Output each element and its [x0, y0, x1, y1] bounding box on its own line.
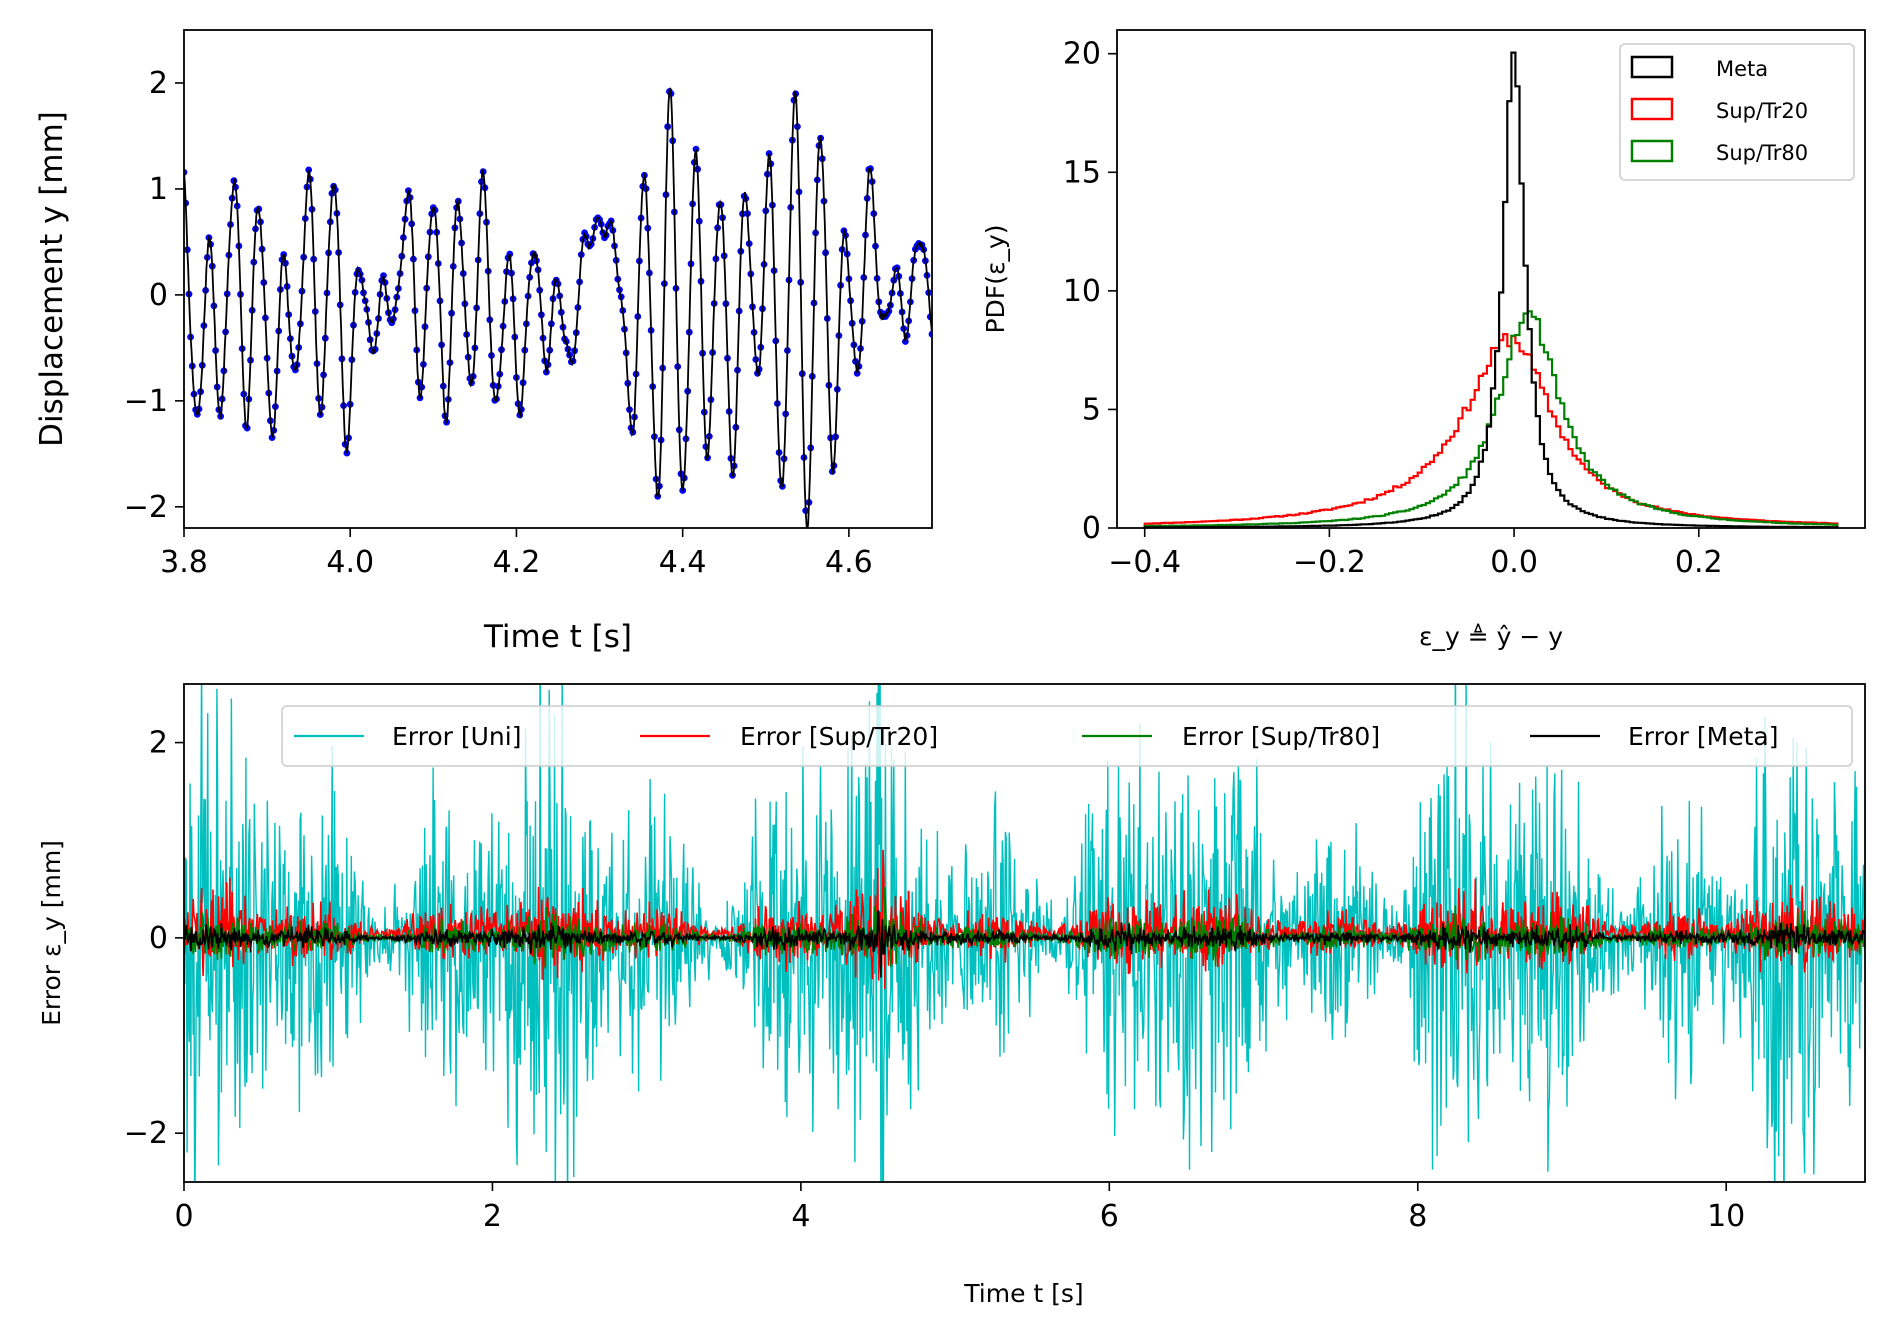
pdf-x-tick-label: −0.2	[1293, 545, 1366, 580]
error-line-meta	[184, 909, 1865, 978]
pdf-panel: −0.4 −0.2 0.0 0.2 0 5 10 15 20 ε_y ≜ ŷ − y PDF(…	[981, 29, 1866, 651]
error-x-tick-label: 0	[174, 1199, 193, 1234]
pdf-histogram-meta	[1143, 51, 1839, 528]
error-y-tick-label: −2	[124, 1116, 168, 1151]
error-line-uni	[184, 684, 1865, 1182]
pdf-legend-label-meta: Meta	[1716, 57, 1768, 81]
pdf-axes-frame	[1116, 29, 1866, 529]
displacement-y-ticks: −2 −1 0 1 2	[124, 66, 184, 525]
prediction-line	[184, 87, 932, 528]
displacement-x-label: Time t [s]	[483, 619, 632, 655]
pdf-legend-swatch-sup-tr80	[1630, 139, 1674, 163]
displacement-y-tick-label: 2	[149, 66, 168, 101]
error-panel: 0 2 4 6 8 10 −2 0 2 Time t [s] Error ε_y [mm] E…	[37, 683, 1866, 1308]
displacement-panel: 3.8 4.0 4.2 4.4 4.6 −2 −1 0 1 2 Time t [s] Displ…	[34, 29, 933, 655]
displacement-y-tick-label: −1	[124, 384, 168, 419]
displacement-x-tick-label: 4.0	[326, 545, 374, 580]
error-x-ticks: 0 2 4 6 8 10	[174, 1182, 1745, 1234]
error-x-label: Time t [s]	[963, 1279, 1083, 1308]
pdf-y-tick-label: 15	[1063, 155, 1101, 190]
pdf-y-tick-label: 10	[1063, 274, 1101, 309]
error-axes-frame	[183, 683, 1866, 1183]
pdf-y-tick-label: 20	[1063, 37, 1101, 72]
pdf-y-tick-label: 0	[1082, 511, 1101, 546]
displacement-axes-frame	[183, 29, 933, 529]
pdf-histogram-sup-tr20	[1143, 333, 1839, 528]
pdf-legend-label-sup-tr20: Sup/Tr20	[1716, 99, 1808, 123]
pdf-legend-box	[1619, 43, 1855, 181]
error-x-tick-label: 4	[791, 1199, 810, 1234]
error-x-tick-label: 6	[1100, 1199, 1119, 1234]
pdf-legend: Meta Sup/Tr20 Sup/Tr80	[1619, 43, 1855, 181]
displacement-plot-area	[184, 87, 932, 528]
error-legend: Error [Uni] Error [Sup/Tr20] Error [Sup/…	[281, 705, 1853, 767]
error-legend-label-sup-tr80: Error [Sup/Tr80]	[1182, 722, 1380, 751]
displacement-y-label: Displacement y [mm]	[34, 111, 70, 447]
error-x-tick-label: 8	[1408, 1199, 1427, 1234]
displacement-y-tick-label: −2	[124, 490, 168, 525]
pdf-legend-label-sup-tr80: Sup/Tr80	[1716, 141, 1808, 165]
error-x-tick-label: 10	[1707, 1199, 1745, 1234]
displacement-x-tick-label: 3.8	[160, 545, 208, 580]
displacement-x-tick-label: 4.2	[493, 545, 541, 580]
error-legend-box	[281, 705, 1853, 767]
error-x-tick-label: 2	[483, 1199, 502, 1234]
error-plot-area	[184, 684, 1865, 1182]
pdf-x-label: ε_y ≜ ŷ − y	[1419, 622, 1563, 651]
error-legend-label-sup-tr20: Error [Sup/Tr20]	[740, 722, 938, 751]
pdf-y-ticks: 0 5 10 15 20	[1063, 37, 1117, 546]
pdf-legend-swatch-meta	[1630, 55, 1674, 79]
error-legend-label-meta: Error [Meta]	[1628, 722, 1778, 751]
pdf-x-ticks: −0.4 −0.2 0.0 0.2	[1108, 528, 1723, 580]
pdf-x-tick-label: 0.2	[1675, 545, 1723, 580]
displacement-x-tick-label: 4.6	[825, 545, 873, 580]
displacement-y-tick-label: 0	[149, 278, 168, 313]
error-y-ticks: −2 0 2	[124, 726, 184, 1151]
error-y-tick-label: 0	[149, 921, 168, 956]
error-y-label: Error ε_y [mm]	[37, 840, 66, 1026]
pdf-y-label: PDF(ε_y)	[981, 224, 1010, 333]
pdf-x-tick-label: 0.0	[1490, 545, 1538, 580]
pdf-x-tick-label: −0.4	[1108, 545, 1181, 580]
error-y-tick-label: 2	[149, 726, 168, 761]
displacement-x-ticks: 3.8 4.0 4.2 4.4 4.6	[160, 528, 873, 580]
pdf-plot-area	[1143, 51, 1839, 528]
pdf-legend-swatch-sup-tr20	[1630, 97, 1674, 121]
displacement-x-tick-label: 4.4	[659, 545, 707, 580]
pdf-histogram-sup-tr80	[1143, 310, 1839, 528]
error-legend-label-uni: Error [Uni]	[392, 722, 521, 751]
displacement-y-tick-label: 1	[149, 172, 168, 207]
pdf-y-tick-label: 5	[1082, 392, 1101, 427]
